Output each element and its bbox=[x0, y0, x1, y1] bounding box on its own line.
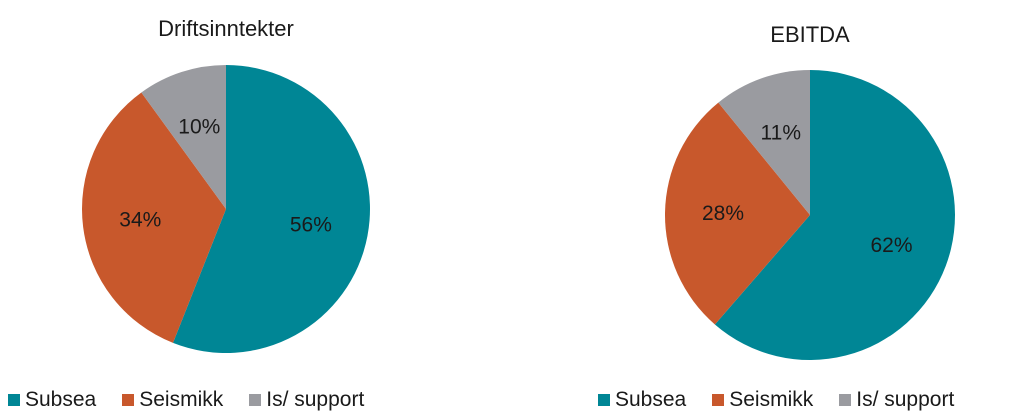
slice-label-seismikk: 34% bbox=[119, 208, 161, 231]
legend-swatch bbox=[8, 394, 20, 406]
chart-legend: Subsea Seismikk Is/ support bbox=[8, 388, 364, 412]
slice-label-subsea: 56% bbox=[290, 214, 332, 237]
legend-swatch bbox=[249, 394, 262, 406]
chart-title: EBITDA bbox=[770, 22, 850, 47]
chart-ebitda: EBITDA 62% 28% 11% Subsea Seismikk Is/ sup… bbox=[590, 0, 1036, 412]
legend-item-seismikk: Seismikk bbox=[122, 388, 223, 412]
legend-item-is-support: Is/ support bbox=[839, 388, 954, 412]
legend-label: Subsea bbox=[615, 388, 687, 411]
legend-label: Seismikk bbox=[139, 388, 224, 411]
chart-legend: Subsea Seismikk Is/ support bbox=[598, 388, 954, 412]
slice-label-is-support: 11% bbox=[761, 122, 801, 145]
slice-label-subsea: 62% bbox=[870, 234, 912, 257]
slice-label-is-support: 10% bbox=[178, 115, 220, 138]
pie-chart: 56% 34% 10% bbox=[81, 65, 370, 353]
pie-slice-is-support bbox=[718, 70, 810, 215]
legend-item-subsea: Subsea bbox=[8, 388, 96, 412]
pie-slice-subsea bbox=[714, 70, 955, 361]
legend-item-is-support: Is/ support bbox=[249, 388, 364, 412]
legend-label: Is/ support bbox=[856, 388, 955, 411]
pie-chart: 62% 28% 11% bbox=[665, 70, 955, 361]
pie-slice-subsea bbox=[172, 65, 370, 353]
pie-slice-seismikk bbox=[665, 102, 810, 325]
chart-revenue: Driftsinntekter 56% 34% 10% Subsea Seismik… bbox=[0, 0, 460, 412]
legend-label: Is/ support bbox=[266, 388, 365, 411]
legend-swatch bbox=[122, 394, 135, 406]
legend-swatch bbox=[839, 394, 852, 406]
legend-label: Subsea bbox=[25, 388, 97, 411]
legend-item-seismikk: Seismikk bbox=[712, 388, 813, 412]
pie-slice-is-support bbox=[141, 65, 226, 209]
legend-swatch bbox=[598, 394, 610, 406]
legend-item-subsea: Subsea bbox=[598, 388, 686, 412]
chart-title: Driftsinntekter bbox=[158, 16, 294, 41]
legend-swatch bbox=[712, 394, 725, 406]
legend-label: Seismikk bbox=[729, 388, 814, 411]
slice-label-seismikk: 28% bbox=[702, 202, 744, 225]
pie-slice-seismikk bbox=[81, 92, 226, 343]
